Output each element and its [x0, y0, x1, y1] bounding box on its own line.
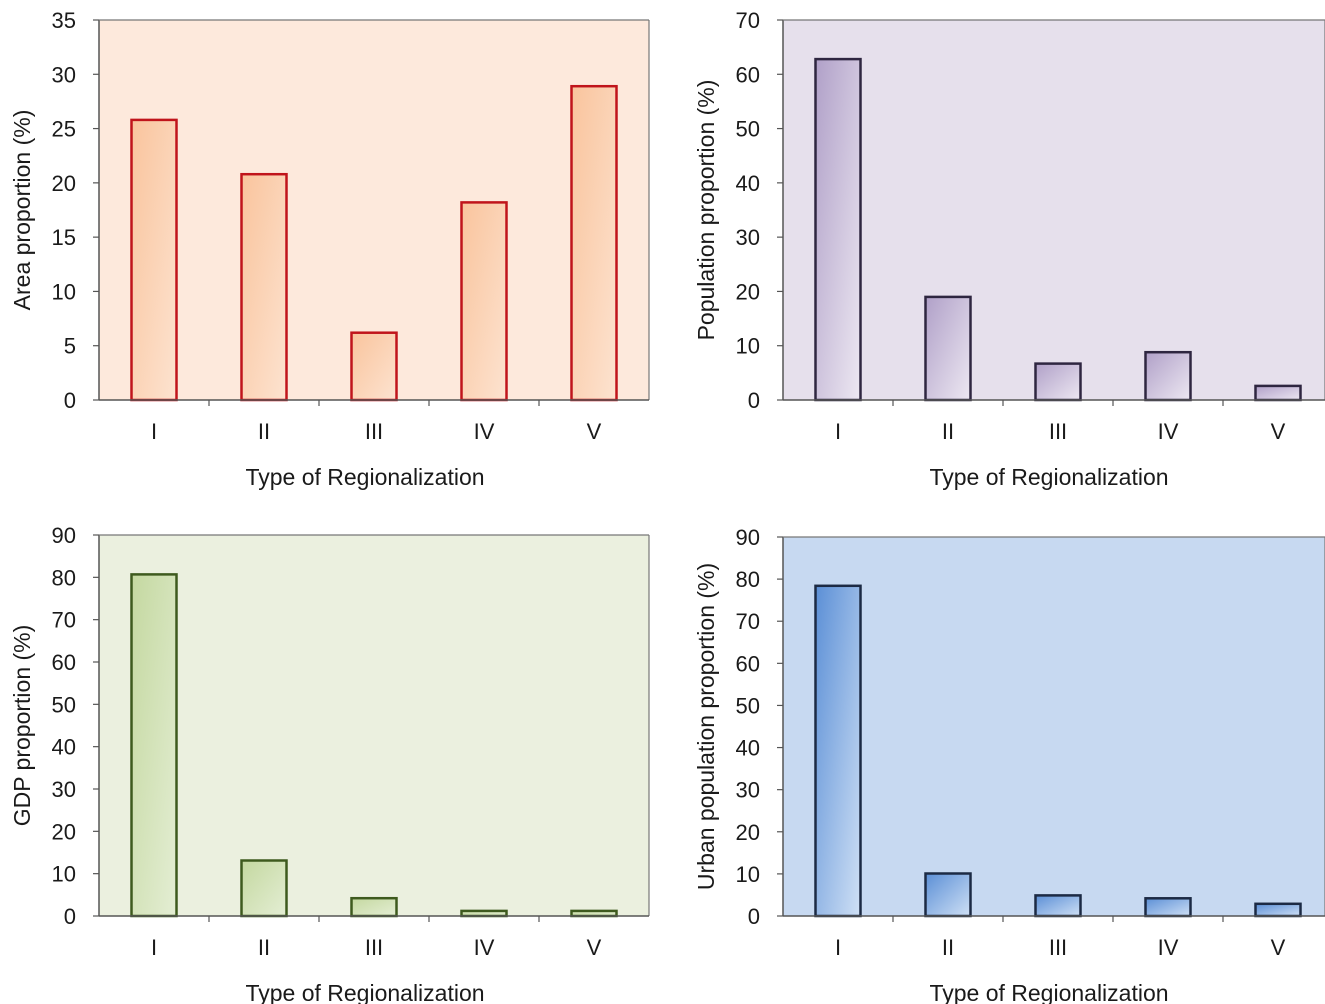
x-tick-label: III [365, 419, 383, 444]
y-tick-label: 20 [52, 819, 76, 844]
x-tick-label: III [1049, 419, 1067, 444]
y-tick-label: 0 [64, 904, 76, 929]
y-tick-label: 80 [52, 565, 76, 590]
bar-III [350, 331, 398, 402]
y-tick-label: 10 [736, 862, 760, 887]
y-tick-label: 10 [52, 862, 76, 887]
y-tick-label: 0 [64, 388, 76, 413]
x-tick-label: II [942, 935, 954, 960]
y-tick-label: 70 [736, 609, 760, 634]
y-tick-label: 20 [736, 279, 760, 304]
y-tick-label: 20 [52, 171, 76, 196]
plot-background [783, 537, 1325, 916]
x-tick-label: I [835, 419, 841, 444]
y-axis-title: Area proportion (%) [9, 110, 35, 311]
x-tick-label: V [587, 419, 602, 444]
x-tick-label: II [258, 419, 270, 444]
bar-IV [460, 201, 508, 402]
bar-I [130, 573, 178, 918]
x-tick-label: III [1049, 935, 1067, 960]
x-tick-label: II [942, 419, 954, 444]
x-tick-label: I [151, 935, 157, 960]
x-axis-title: Type of Regionalization [929, 464, 1168, 490]
y-tick-label: 0 [748, 388, 760, 413]
plot-background [783, 20, 1325, 400]
bar-III [1034, 362, 1082, 402]
y-tick-label: 70 [736, 8, 760, 33]
y-tick-label: 70 [52, 608, 76, 633]
y-tick-label: 40 [736, 736, 760, 761]
y-tick-label: 90 [736, 525, 760, 550]
y-tick-label: 30 [736, 778, 760, 803]
x-tick-label: V [587, 935, 602, 960]
y-tick-label: 10 [736, 334, 760, 359]
bar-V [570, 909, 618, 918]
bar-II [240, 172, 288, 402]
bar-I [130, 118, 178, 402]
x-tick-label: IV [474, 935, 495, 960]
y-tick-label: 35 [52, 8, 76, 33]
bar-I [814, 584, 862, 918]
y-tick-label: 0 [748, 904, 760, 929]
bar-V [570, 84, 618, 402]
x-tick-label: III [365, 935, 383, 960]
y-tick-label: 80 [736, 567, 760, 592]
x-axis-title: Type of Regionalization [929, 980, 1168, 1004]
x-tick-label: V [1271, 419, 1286, 444]
y-axis-title: Urban population proportion (%) [693, 563, 719, 890]
bar-I [814, 57, 862, 402]
y-tick-label: 40 [52, 735, 76, 760]
x-tick-label: II [258, 935, 270, 960]
bar-III [1034, 894, 1082, 918]
y-tick-label: 30 [52, 777, 76, 802]
y-axis-title: GDP proportion (%) [9, 625, 35, 827]
y-tick-label: 60 [736, 62, 760, 87]
y-tick-label: 60 [736, 651, 760, 676]
y-tick-label: 50 [736, 693, 760, 718]
bar-II [924, 872, 972, 918]
y-axis-title: Population proportion (%) [693, 80, 719, 341]
y-tick-label: 50 [736, 117, 760, 142]
bar-II [924, 295, 972, 402]
y-tick-label: 40 [736, 171, 760, 196]
y-tick-label: 25 [52, 117, 76, 142]
y-tick-label: 5 [64, 334, 76, 359]
x-tick-label: I [151, 419, 157, 444]
bar-III [350, 896, 398, 918]
bar-II [240, 859, 288, 918]
y-tick-label: 90 [52, 523, 76, 548]
bar-IV [1144, 350, 1192, 402]
x-axis-title: Type of Regionalization [245, 980, 484, 1004]
x-tick-label: V [1271, 935, 1286, 960]
y-tick-label: 30 [52, 62, 76, 87]
x-tick-label: I [835, 935, 841, 960]
plot-background [99, 535, 649, 916]
y-tick-label: 50 [52, 692, 76, 717]
bar-V [1254, 384, 1302, 402]
x-tick-label: IV [1158, 419, 1179, 444]
y-tick-label: 30 [736, 225, 760, 250]
bar-V [1254, 902, 1302, 918]
y-tick-label: 10 [52, 279, 76, 304]
bar-IV [1144, 897, 1192, 918]
x-tick-label: IV [474, 419, 495, 444]
x-tick-label: IV [1158, 935, 1179, 960]
y-tick-label: 60 [52, 650, 76, 675]
x-axis-title: Type of Regionalization [245, 464, 484, 490]
y-tick-label: 15 [52, 225, 76, 250]
bar-IV [460, 909, 508, 918]
y-tick-label: 20 [736, 820, 760, 845]
